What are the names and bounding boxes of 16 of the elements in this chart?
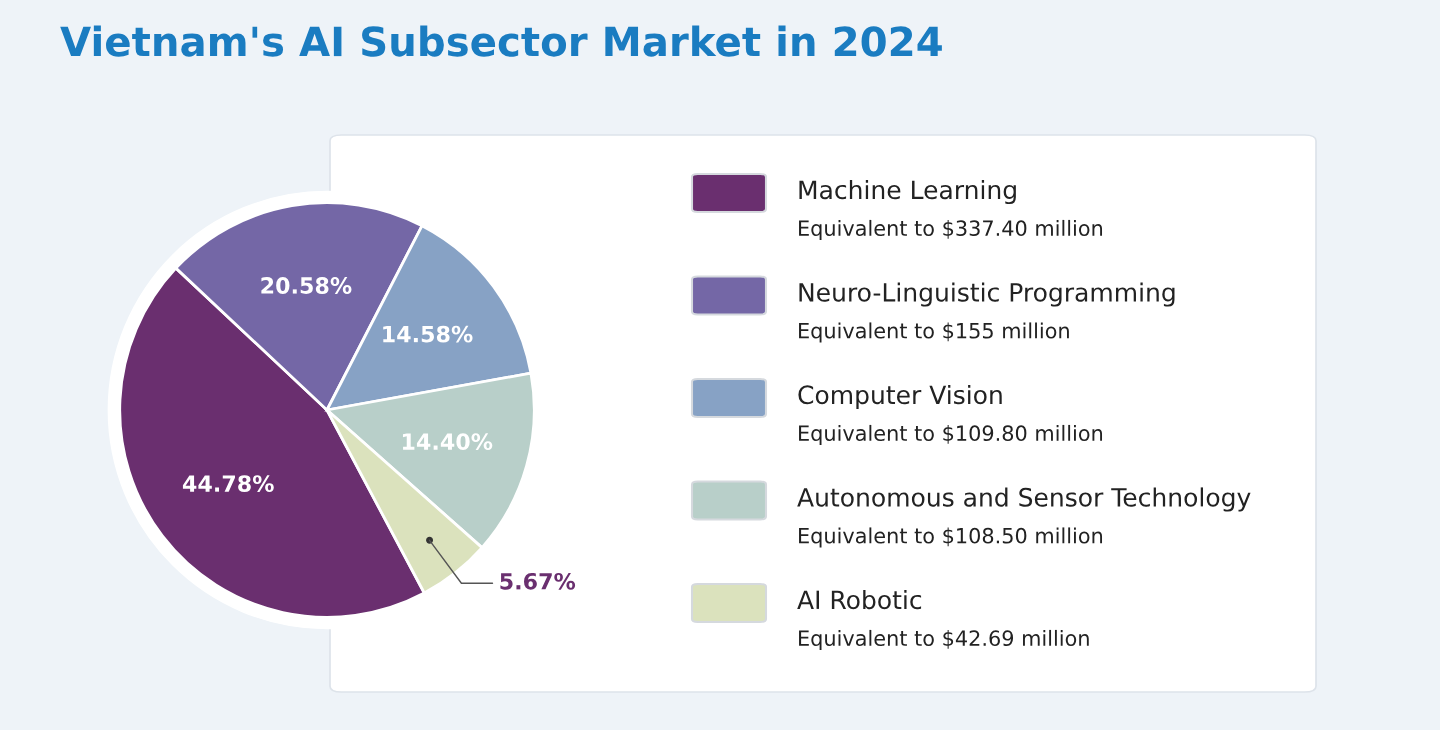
data-label: 14.58% [383, 325, 473, 343]
data-label: 20.58% [261, 277, 352, 294]
legend-label: AI Robotic [797, 589, 922, 610]
legend-label: Computer Vision [798, 384, 1002, 410]
text: Equivalent to $42.69 million [799, 629, 1089, 651]
text: Equivalent to $109.80 million [799, 424, 1103, 446]
chart-title: Vietnam's AI Subsector Market in 2024 [60, 25, 942, 57]
text: Equivalent to $337.40 million [799, 219, 1103, 241]
data-label: 44.78% [182, 475, 274, 492]
data-label: 5.67% [500, 572, 576, 590]
legend-label: Machine Learning [799, 179, 1016, 205]
legend-label: Autonomous and Sensor Technology [797, 487, 1251, 512]
text: Equivalent to $108.50 million [799, 527, 1103, 548]
data-label: 14.40% [402, 433, 493, 451]
legend-label: Neuro-Linguistic Programming [799, 282, 1175, 307]
text: Equivalent to $155 million [799, 322, 1069, 343]
